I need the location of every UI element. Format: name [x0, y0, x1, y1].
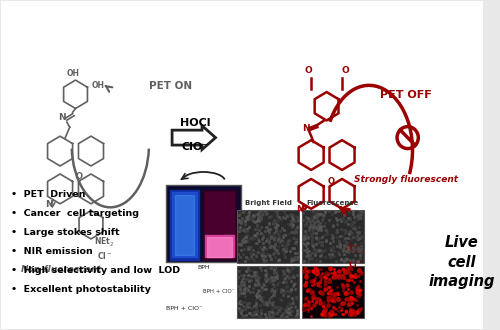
FancyBboxPatch shape — [238, 210, 299, 263]
Text: •  Cancer  cell targeting: • Cancer cell targeting — [12, 209, 140, 218]
FancyBboxPatch shape — [238, 266, 299, 318]
Text: O: O — [328, 177, 335, 186]
Polygon shape — [330, 140, 354, 170]
FancyBboxPatch shape — [302, 210, 364, 263]
FancyBboxPatch shape — [302, 266, 364, 318]
Polygon shape — [298, 179, 324, 209]
Text: •  Excellent photostability: • Excellent photostability — [12, 285, 151, 294]
Polygon shape — [206, 235, 234, 257]
Text: Bright Field: Bright Field — [244, 200, 292, 206]
Text: O: O — [76, 172, 83, 181]
Text: N: N — [302, 124, 310, 133]
Polygon shape — [206, 192, 234, 257]
Text: •  High selectivity and low  LOD: • High selectivity and low LOD — [12, 266, 180, 275]
Polygon shape — [174, 195, 194, 255]
Polygon shape — [79, 211, 103, 239]
Text: Cl$^-$: Cl$^-$ — [348, 258, 363, 269]
Text: HOCl: HOCl — [180, 118, 210, 128]
FancyBboxPatch shape — [166, 185, 240, 262]
Text: N: N — [296, 205, 304, 214]
Polygon shape — [170, 190, 198, 260]
Text: Live
cell
imaging: Live cell imaging — [428, 235, 495, 289]
Text: OH: OH — [91, 81, 104, 90]
Text: OH: OH — [66, 69, 79, 78]
Text: BPH + ClO⁻: BPH + ClO⁻ — [203, 289, 235, 294]
Text: PET ON: PET ON — [149, 81, 192, 91]
Polygon shape — [78, 174, 104, 204]
Text: Strongly fluorescent: Strongly fluorescent — [354, 176, 458, 184]
Text: ClO⁻: ClO⁻ — [182, 142, 209, 152]
Text: •  Large stokes shift: • Large stokes shift — [12, 228, 120, 237]
Text: N: N — [58, 113, 66, 122]
Text: Cl$^-$: Cl$^-$ — [97, 249, 112, 261]
Polygon shape — [314, 92, 338, 120]
Polygon shape — [172, 192, 196, 257]
Polygon shape — [330, 179, 354, 209]
Text: O: O — [341, 66, 349, 75]
Text: N: N — [45, 200, 53, 209]
Polygon shape — [48, 136, 72, 166]
Polygon shape — [64, 80, 88, 109]
Text: $\mathregular{\~{N}}$Et$_2$: $\mathregular{\~{N}}$Et$_2$ — [346, 242, 366, 257]
Text: PET OFF: PET OFF — [380, 90, 432, 100]
Text: BPH: BPH — [197, 265, 210, 270]
Text: O: O — [304, 66, 312, 75]
Polygon shape — [298, 140, 324, 170]
Text: BPH + ClO⁻: BPH + ClO⁻ — [166, 306, 202, 312]
Text: Non-fluorescent: Non-fluorescent — [20, 265, 102, 274]
Polygon shape — [48, 174, 72, 204]
Text: Fluorescence: Fluorescence — [306, 200, 359, 206]
Text: •  PET  Driven: • PET Driven — [12, 190, 86, 199]
Text: $\mathregular{\~{N}}$Et$_2$: $\mathregular{\~{N}}$Et$_2$ — [94, 234, 114, 249]
Polygon shape — [208, 237, 232, 257]
Text: •  NIR emission: • NIR emission — [12, 247, 93, 256]
FancyArrow shape — [172, 126, 216, 149]
Polygon shape — [78, 136, 104, 166]
Text: BPH: BPH — [224, 234, 235, 239]
Polygon shape — [330, 216, 354, 245]
Polygon shape — [204, 190, 236, 260]
